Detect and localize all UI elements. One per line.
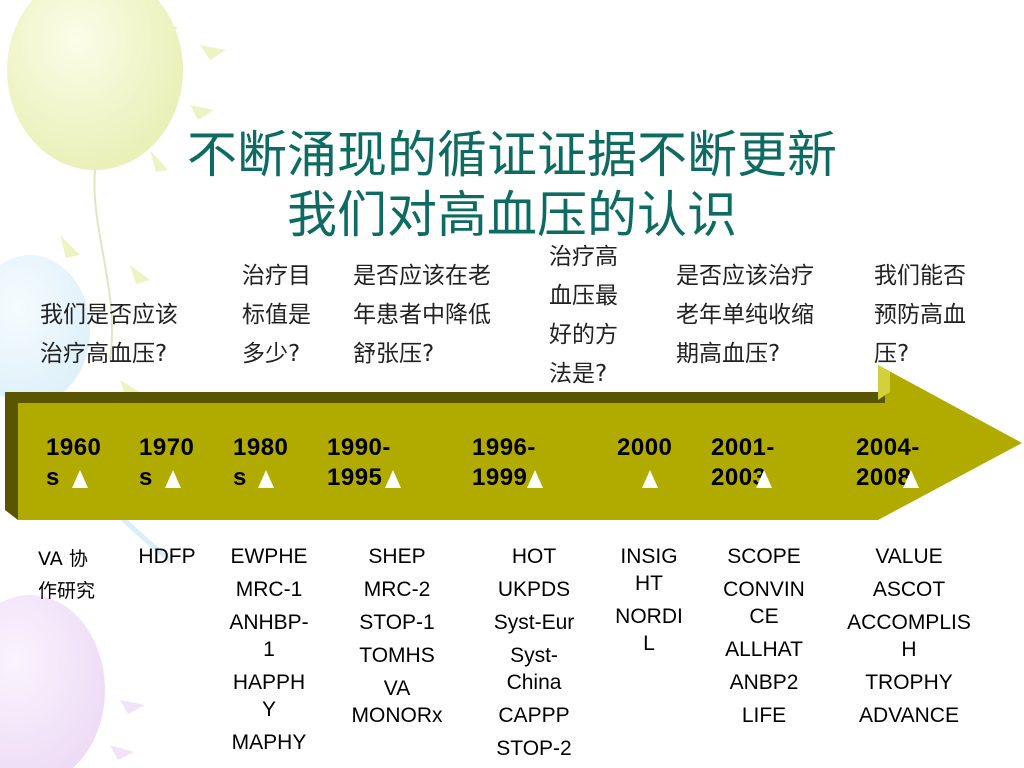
trial-name: MAPHY [231,731,307,754]
trial-name: VA MONORx [351,677,443,727]
trial-name: LIFE [741,704,787,727]
trial-name: INSIG HT [620,545,678,595]
timeline-marker-icon [385,470,401,488]
trial-name: HDFP [138,545,196,568]
trials-1996-1999: HOT UKPDS Syst-Eur Syst- China CAPPP STO… [476,543,592,768]
trial-name: SHEP [368,545,426,568]
trial-name: ACCOMPLIS H [847,611,971,661]
timeline-marker-icon [165,470,181,488]
trial-name: SCOPE [727,545,801,568]
question-isolated-systolic: 是否应该治疗 老年单纯收缩 期高血压? [676,263,814,367]
trial-name: MRC-2 [363,578,431,601]
timeline-marker-icon [756,470,772,488]
trial-name: ASCOT [872,578,946,601]
trial-name: VA 协 作研究 [38,548,96,602]
question-lower-diastolic-elderly: 是否应该在老 年患者中降低 舒张压? [353,263,491,367]
slide-title-line-2: 我们对高血压的认识 [287,186,737,244]
year-2001-2003: 2001- 2003 [711,434,775,491]
trial-name: EWPHE [230,545,308,568]
trials-1960s: VA 协 作研究 [38,543,110,613]
trials-2001-2003: SCOPE CONVIN CE ALLHAT ANBP2 LIFE [712,543,816,735]
trials-1980s: EWPHE MRC-1 ANHBP- 1 HAPPH Y MAPHY [222,543,316,762]
trial-name: ANBP2 [729,671,799,694]
year-1970s: 1970 s [139,434,195,491]
purple-sparkle-icons [110,700,145,760]
trial-name: UKPDS [497,578,571,601]
trial-name: TOMHS [359,644,435,667]
trial-name: STOP-2 [496,737,572,760]
year-1960s: 1960 s [46,434,102,491]
timeline-marker-icon [642,470,658,488]
trial-name: ALLHAT [725,638,803,661]
trials-2004-2008: VALUE ASCOT ACCOMPLIS H TROPHY ADVANCE [836,543,982,735]
trials-1970s: HDFP [130,543,204,576]
trial-name: CONVIN CE [723,578,805,628]
trial-name: ADVANCE [859,704,959,727]
trial-name: Syst-Eur [493,611,575,634]
purple-balloon-icon [0,595,105,768]
trial-name: ANHBP- 1 [229,611,309,661]
year-1990-1995: 1990- 1995 [327,434,391,491]
year-1980s: 1980 s [233,434,289,491]
trial-name: HOT [511,545,557,568]
trial-name: TROPHY [865,671,953,694]
trial-name: STOP-1 [359,611,435,634]
trial-name: VALUE [875,545,943,568]
question-prevent-hypertension: 我们能否 预防高血 压? [874,263,966,367]
timeline-marker-icon [527,470,543,488]
yellow-balloon-icon [7,0,183,361]
trial-name: HAPPH Y [232,671,306,721]
question-treat-hypertension: 我们是否应该 治疗高血压? [40,302,178,367]
year-1996-1999: 1996- 1999 [472,434,536,491]
timeline-marker-icon [258,470,274,488]
trials-2000: INSIG HT NORDI L [606,543,692,663]
trials-1990-1995: SHEP MRC-2 STOP-1 TOMHS VA MONORx [342,543,452,735]
trial-name: MRC-1 [235,578,303,601]
question-target-bp: 治疗目 标值是 多少? [242,263,311,367]
trial-name: Syst- China [506,644,562,694]
slide-title-line-1: 不断涌现的循证证据不断更新 [187,126,837,184]
trial-name: NORDI L [615,605,683,655]
year-2000: 2000 [617,434,673,461]
timeline-marker-icon [72,470,88,488]
year-2004-2008: 2004- 2008 [856,434,920,491]
timeline-marker-icon [903,470,919,488]
sparkle-icons [60,20,226,398]
question-best-treatment: 治疗高 血压最 好的方 法是? [549,244,618,387]
trial-name: CAPPP [498,704,570,727]
